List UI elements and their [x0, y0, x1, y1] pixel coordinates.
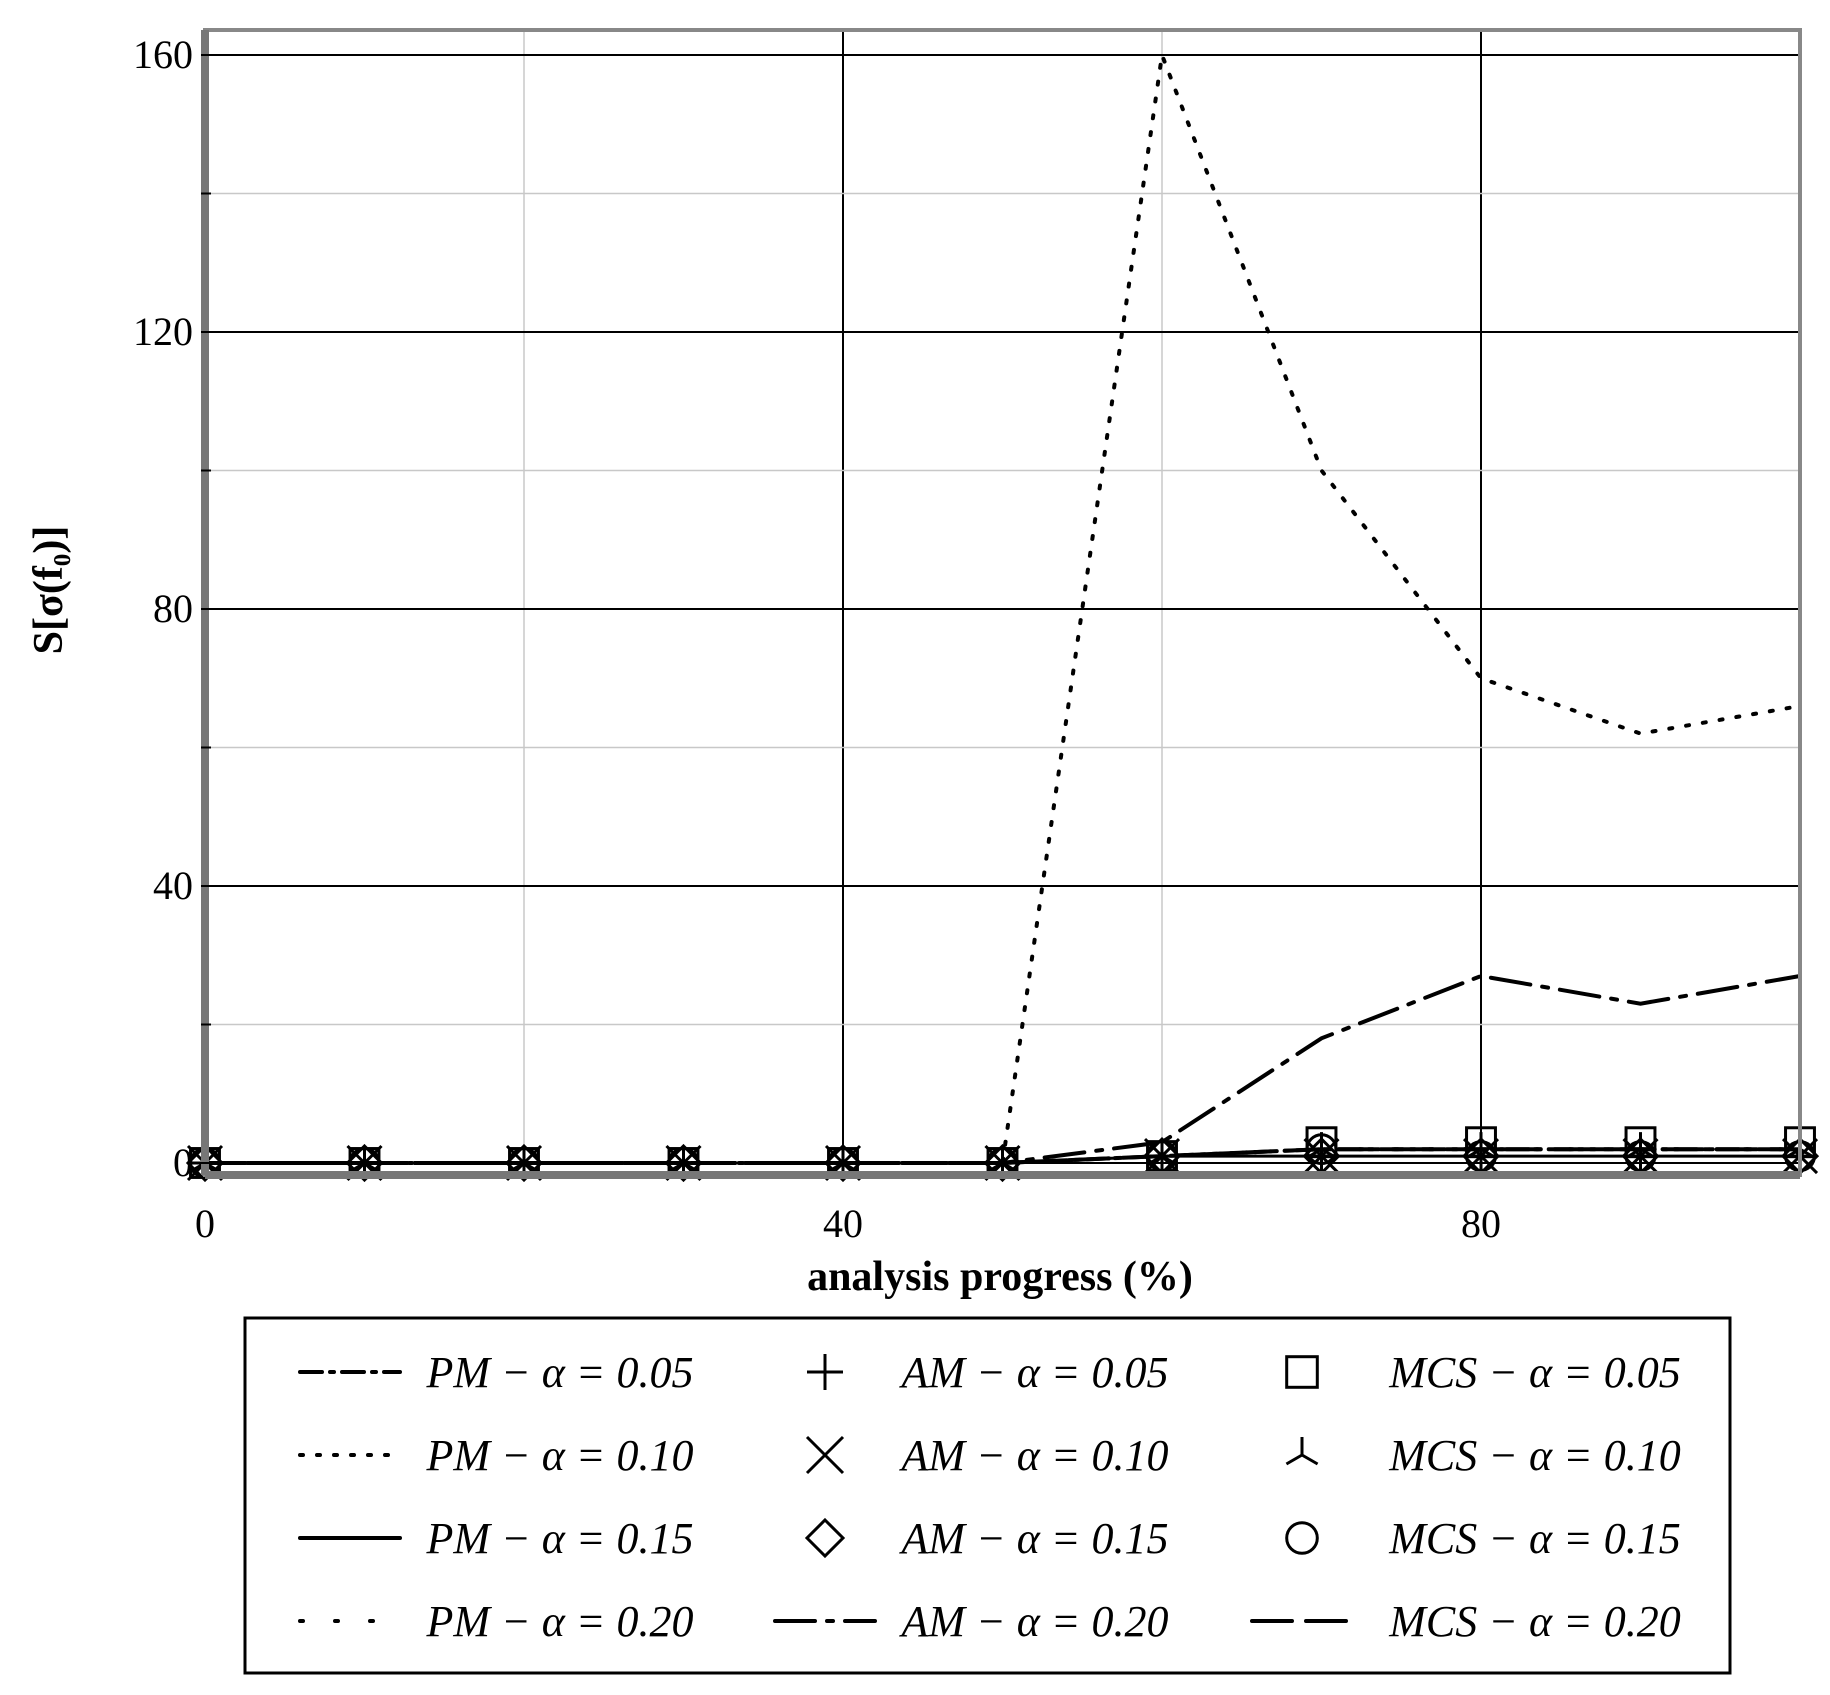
legend-symbol — [805, 1435, 845, 1475]
y-tick-label: 80 — [153, 586, 193, 631]
legend-label: AM − α = 0.15 — [898, 1514, 1168, 1563]
y-tick-label: 160 — [133, 32, 193, 77]
data-point — [1624, 1140, 1657, 1173]
legend-label: PM − α = 0.05 — [425, 1348, 693, 1397]
legend-label: MCS − α = 0.20 — [1388, 1597, 1680, 1646]
axes — [201, 28, 1802, 1179]
x-tick-label: 40 — [823, 1201, 863, 1246]
legend: PM − α = 0.05 PM − α = 0.10 PM − α = 0.15 P… — [243, 1316, 1732, 1675]
y-tick-label: 120 — [133, 309, 193, 354]
data-point — [983, 1143, 1022, 1183]
legend-label: AM − α = 0.10 — [898, 1431, 1168, 1480]
x-tick-label: 80 — [1461, 1201, 1501, 1246]
legend-symbol — [804, 1517, 846, 1559]
data-point — [1465, 1140, 1497, 1173]
legend-symbol — [1285, 1355, 1319, 1389]
series-line — [203, 973, 1802, 1165]
data-point — [345, 1143, 384, 1183]
grid — [204, 30, 1801, 1175]
legend-label: PM − α = 0.15 — [425, 1514, 693, 1563]
data-point — [823, 1143, 863, 1183]
y-tick-label: 0 — [173, 1140, 193, 1185]
series-12 — [203, 1147, 1802, 1165]
x-axis-title: analysis progress (%) — [807, 1254, 1193, 1300]
plot-frame — [203, 28, 1802, 1177]
legend-box — [243, 1316, 1732, 1675]
series-8 — [203, 973, 1802, 1165]
data-point — [1305, 1126, 1338, 1159]
legend-label: MCS − α = 0.10 — [1388, 1431, 1680, 1480]
legend-symbol — [1285, 1437, 1319, 1466]
data-point — [1624, 1126, 1657, 1159]
series-line — [203, 1147, 1802, 1165]
legend-label: PM − α = 0.20 — [425, 1597, 693, 1646]
legend-label: MCS − α = 0.15 — [1388, 1514, 1680, 1563]
legend-symbol — [1285, 1521, 1319, 1555]
legend-label: PM − α = 0.10 — [425, 1431, 693, 1480]
data-point — [185, 1143, 225, 1183]
data-point — [664, 1143, 703, 1183]
x-tick-label: 0 — [195, 1201, 215, 1246]
tick-labels: 0 40 80 0 40 80 120 160 — [133, 32, 1501, 1246]
data-point — [1465, 1126, 1497, 1159]
legend-label: AM − α = 0.05 — [898, 1348, 1168, 1397]
legend-label: MCS − α = 0.05 — [1388, 1348, 1680, 1397]
series-layer — [185, 47, 1820, 1183]
data-point — [504, 1143, 544, 1183]
y-tick-label: 40 — [153, 863, 193, 908]
legend-symbol — [807, 1354, 843, 1390]
y-axis-title: S[σ(f₀)] — [26, 526, 72, 655]
legend-label: AM − α = 0.20 — [898, 1597, 1168, 1646]
